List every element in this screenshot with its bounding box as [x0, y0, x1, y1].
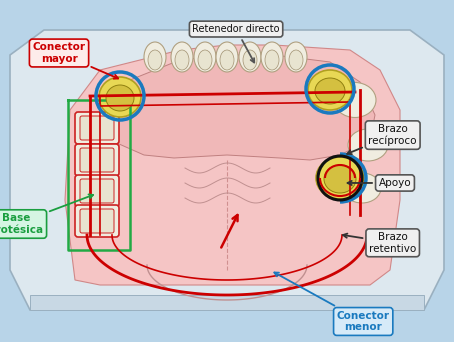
Polygon shape	[10, 30, 444, 310]
FancyBboxPatch shape	[75, 144, 119, 176]
Ellipse shape	[148, 50, 162, 70]
Ellipse shape	[175, 50, 189, 70]
Ellipse shape	[265, 50, 279, 70]
Text: Conector
mayor: Conector mayor	[33, 42, 118, 79]
Ellipse shape	[308, 70, 352, 110]
FancyBboxPatch shape	[80, 209, 114, 233]
Ellipse shape	[315, 78, 345, 104]
FancyBboxPatch shape	[80, 179, 114, 203]
Ellipse shape	[261, 42, 283, 72]
Ellipse shape	[220, 50, 234, 70]
Ellipse shape	[106, 85, 134, 111]
Ellipse shape	[198, 50, 212, 70]
Text: Retenedor directo: Retenedor directo	[192, 24, 280, 63]
Ellipse shape	[343, 173, 381, 203]
FancyBboxPatch shape	[75, 112, 119, 144]
Ellipse shape	[144, 42, 166, 72]
Polygon shape	[30, 295, 424, 310]
Ellipse shape	[348, 129, 388, 161]
Text: Apoyo: Apoyo	[348, 178, 411, 188]
Ellipse shape	[216, 42, 238, 72]
Ellipse shape	[99, 77, 141, 117]
Ellipse shape	[289, 50, 303, 70]
Ellipse shape	[316, 157, 364, 199]
Ellipse shape	[324, 165, 356, 193]
Ellipse shape	[334, 82, 376, 118]
FancyBboxPatch shape	[75, 175, 119, 207]
Ellipse shape	[194, 42, 216, 72]
Ellipse shape	[285, 42, 307, 72]
Polygon shape	[105, 55, 375, 160]
Text: Conector
menor: Conector menor	[274, 273, 390, 332]
FancyBboxPatch shape	[80, 148, 114, 172]
Text: Base
protésica: Base protésica	[0, 195, 93, 235]
Ellipse shape	[243, 50, 257, 70]
FancyBboxPatch shape	[80, 116, 114, 140]
Ellipse shape	[239, 42, 261, 72]
Polygon shape	[65, 45, 400, 285]
Ellipse shape	[171, 42, 193, 72]
FancyBboxPatch shape	[75, 205, 119, 237]
Text: Brazo
retentivo: Brazo retentivo	[343, 232, 416, 254]
Text: Brazo
recíproco: Brazo recíproco	[347, 124, 417, 154]
